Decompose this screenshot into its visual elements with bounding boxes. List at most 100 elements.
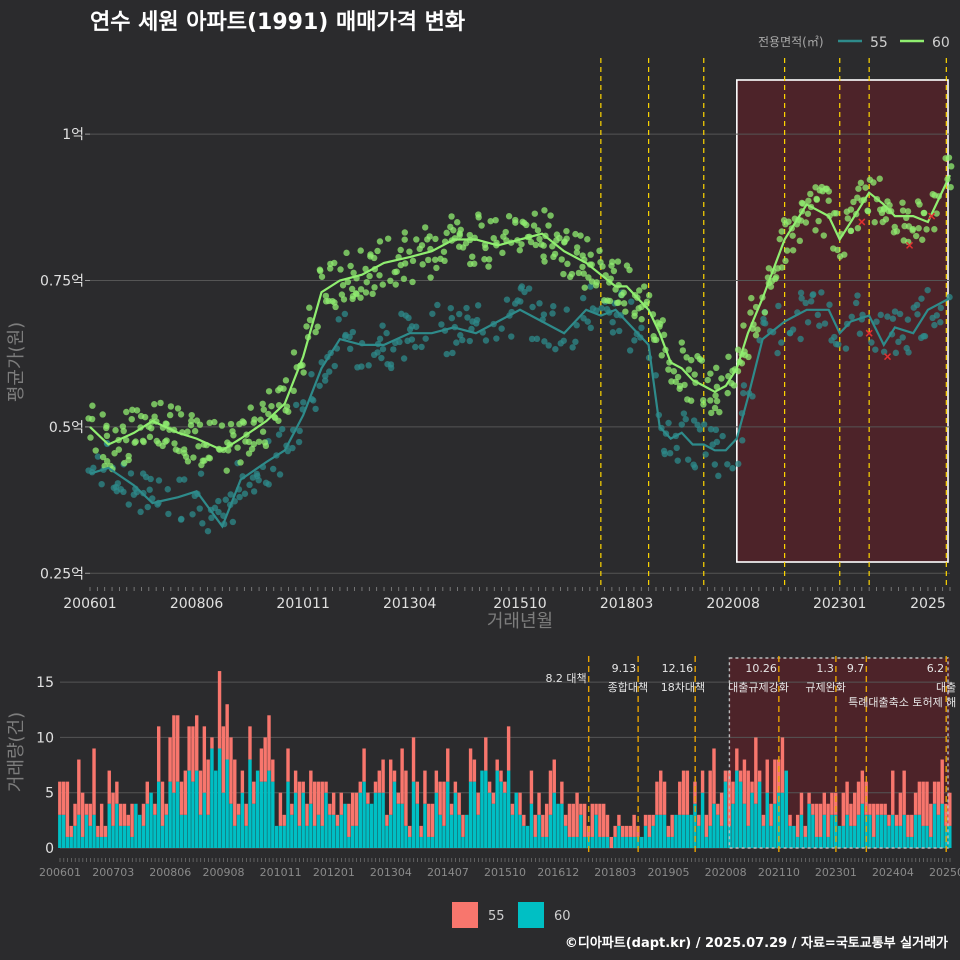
- bar-60: [605, 836, 610, 848]
- scatter-point-60: [909, 225, 917, 233]
- scatter-point-60: [400, 275, 408, 283]
- bar-60: [716, 814, 720, 848]
- scatter-point-55: [312, 405, 319, 413]
- bar-55: [347, 803, 351, 837]
- scatter-point-55: [196, 505, 203, 512]
- scatter-point-60: [344, 278, 352, 286]
- volume-y-tick-label: 15: [36, 675, 54, 691]
- scatter-point-55: [545, 342, 552, 349]
- scatter-point-55: [222, 496, 229, 503]
- scatter-point-60: [785, 218, 792, 225]
- scatter-point-60: [776, 235, 783, 243]
- scatter-point-55: [715, 472, 722, 480]
- scatter-point-60: [778, 228, 785, 235]
- scatter-point-60: [812, 227, 819, 234]
- scatter-point-60: [457, 226, 464, 233]
- bar-55: [913, 792, 918, 815]
- bar-60: [556, 803, 560, 848]
- scatter-point-60: [466, 231, 473, 239]
- scatter-point-55: [525, 285, 533, 292]
- bar-60: [495, 770, 499, 848]
- scatter-point-60: [234, 444, 241, 451]
- bar-60: [678, 814, 682, 848]
- bar-60: [377, 792, 382, 848]
- policy-sublabel: 대출규제강화: [728, 681, 789, 694]
- bar-60: [773, 803, 777, 848]
- scatter-point-60: [783, 247, 791, 254]
- bar-60: [582, 836, 587, 848]
- marker-x: [865, 329, 873, 337]
- bar-55: [643, 814, 648, 826]
- scatter-point-60: [862, 184, 869, 191]
- scatter-point-55: [729, 465, 736, 472]
- scatter-point-60: [864, 207, 871, 214]
- bar-60: [229, 803, 233, 848]
- bar-60: [548, 814, 553, 848]
- marker-x: [858, 218, 866, 226]
- scatter-point-55: [724, 461, 731, 468]
- scatter-point-60: [782, 257, 789, 265]
- bar-55: [61, 781, 66, 815]
- scatter-point-60: [268, 402, 275, 410]
- bar-55: [940, 759, 944, 804]
- bar-55: [571, 803, 575, 837]
- scatter-point-60: [482, 244, 489, 252]
- scatter-point-55: [378, 354, 385, 362]
- scatter-point-55: [550, 303, 557, 310]
- scatter-point-60: [237, 459, 244, 466]
- scatter-point-55: [457, 332, 464, 339]
- scatter-point-60: [587, 251, 594, 258]
- bar-60: [65, 836, 70, 848]
- scatter-point-60: [357, 286, 365, 293]
- scatter-point-60: [206, 455, 214, 462]
- bar-60: [731, 803, 735, 848]
- bar-55: [198, 770, 203, 815]
- scatter-point-60: [196, 421, 204, 428]
- scatter-point-60: [448, 213, 455, 220]
- scatter-point-60: [166, 411, 174, 419]
- scatter-point-55: [802, 299, 809, 307]
- scatter-point-55: [560, 337, 567, 344]
- scatter-point-55: [852, 299, 860, 307]
- scatter-point-60: [103, 422, 110, 429]
- x-tick-label: 201304: [383, 596, 437, 612]
- policy-label: 6.2: [927, 662, 945, 675]
- scatter-point-55: [443, 350, 450, 358]
- scatter-point-55: [809, 291, 817, 298]
- bar-60: [875, 814, 880, 848]
- bar-60: [233, 825, 237, 848]
- bar-60: [487, 792, 492, 848]
- bar-60: [533, 836, 537, 848]
- bar-60: [369, 803, 374, 848]
- scatter-point-60: [376, 238, 384, 245]
- scatter-point-55: [872, 346, 879, 353]
- scatter-point-60: [696, 355, 704, 363]
- scatter-point-60: [456, 232, 463, 239]
- bar-60: [883, 814, 887, 848]
- bar-60: [522, 825, 526, 848]
- scatter-point-60: [536, 235, 543, 243]
- bar-60: [92, 814, 96, 848]
- bar-55: [830, 792, 834, 815]
- bar-60: [457, 814, 461, 848]
- bar-55: [434, 770, 439, 793]
- volume-x-tick-label: 202507: [929, 866, 960, 879]
- scatter-point-55: [831, 333, 838, 341]
- volume-y-tick-label: 0: [45, 841, 54, 857]
- scatter-point-60: [370, 254, 378, 262]
- bar-60: [780, 792, 785, 848]
- volume-bars: [58, 671, 952, 848]
- bar-55: [754, 737, 758, 804]
- footer-credit: ©디아파트(dapt.kr) / 2025.07.29 / 자료=국토교통부 실…: [565, 935, 948, 951]
- scatter-point-60: [259, 428, 267, 435]
- scatter-point-60: [558, 256, 565, 263]
- scatter-point-60: [516, 247, 523, 254]
- bar-60: [198, 814, 203, 848]
- marker-x: [883, 353, 892, 361]
- scatter-point-60: [88, 415, 96, 423]
- bar-55: [103, 825, 108, 837]
- scatter-point-60: [247, 404, 254, 411]
- bar-60: [891, 814, 895, 848]
- scatter-point-60: [713, 383, 721, 391]
- bar-60: [799, 814, 804, 848]
